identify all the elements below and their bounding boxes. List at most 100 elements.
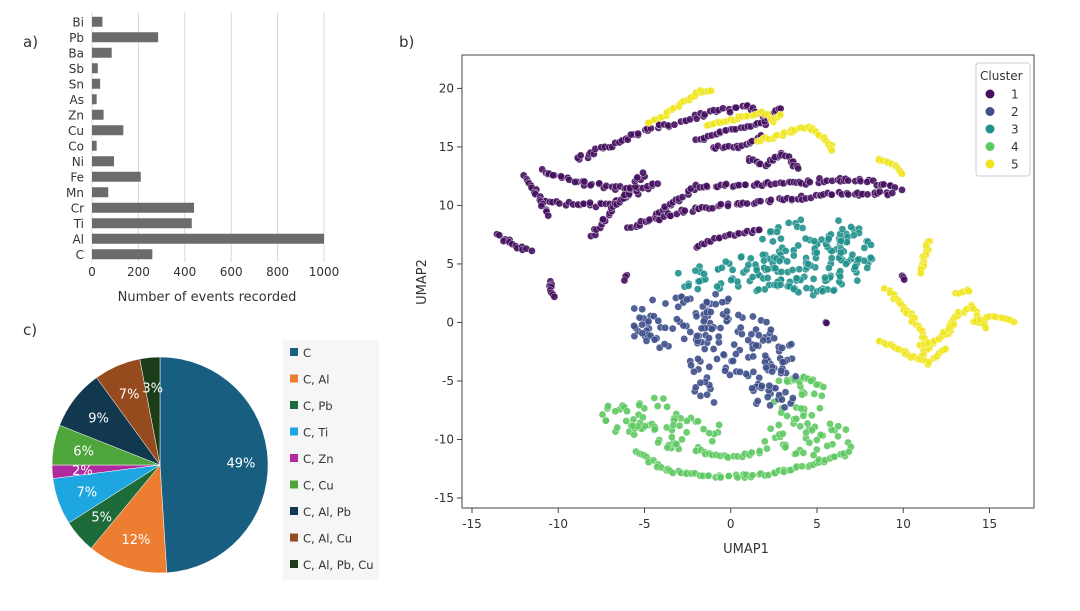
cluster-2-point — [700, 317, 708, 326]
cluster-1-point — [794, 164, 803, 173]
cluster-3-point — [748, 273, 757, 281]
scatter-legend: Cluster 1 2 3 4 5 — [975, 62, 1031, 177]
cluster-1-point — [806, 178, 814, 186]
cluster-2-point — [738, 330, 746, 338]
cluster-3-point — [790, 251, 798, 260]
cluster-4-point — [651, 425, 659, 433]
bar-x-axis-label: Number of events recorded — [118, 290, 297, 305]
cluster-3-point — [718, 263, 726, 272]
cluster-2-point — [654, 316, 663, 325]
cluster-4-point — [816, 431, 825, 439]
cluster-2-point — [710, 398, 718, 407]
pie-legend-label: C, Pb — [303, 399, 333, 413]
cluster-3-point — [825, 264, 833, 272]
cluster-1-point — [888, 189, 897, 197]
cluster-2-point — [721, 366, 729, 375]
cluster-2-point — [766, 401, 774, 410]
cluster-2-point — [650, 335, 659, 344]
cluster-2-point — [747, 330, 756, 339]
cluster-2-point — [729, 357, 737, 365]
bar-x-tick-label: 0 — [88, 265, 96, 279]
bar-ni — [92, 156, 115, 167]
bar-category-label: Ti — [73, 217, 84, 231]
cluster-4-point — [813, 436, 821, 444]
cluster-2-point — [697, 324, 706, 333]
cluster-4-point — [672, 440, 681, 448]
cluster-4-point — [635, 401, 644, 410]
cluster-1-point — [875, 187, 884, 196]
cluster-3-point — [854, 255, 863, 264]
cluster-2-point — [638, 320, 646, 329]
bar-sb — [92, 63, 98, 74]
scatter-x-tick-label: 5 — [813, 517, 821, 531]
bar-bi — [92, 16, 103, 27]
cluster-2-point — [778, 358, 787, 367]
bar-category-label: As — [70, 93, 84, 107]
cluster-4-point — [802, 428, 810, 437]
cluster-2-point — [702, 298, 711, 306]
cluster-4-point — [799, 412, 808, 420]
cluster-1-point — [756, 197, 765, 205]
bar-category-label: Al — [72, 232, 84, 246]
cluster-3-point — [754, 285, 763, 294]
cluster-3-point — [771, 264, 780, 273]
cluster-4-point — [604, 402, 612, 410]
cluster-1-point — [620, 276, 629, 285]
cluster-4-point — [809, 451, 818, 459]
cluster-3-point — [837, 248, 845, 257]
cluster-2-point — [693, 332, 701, 340]
cluster-1-point — [633, 173, 642, 182]
cluster-4-point — [724, 472, 733, 480]
cluster-3-point — [684, 281, 693, 290]
pie-legend-swatch — [290, 374, 298, 383]
cluster-2-point — [687, 361, 695, 370]
pie-legend-swatch — [290, 401, 298, 409]
cluster-1-point — [856, 177, 865, 185]
cluster-2-point — [791, 372, 800, 381]
pie-slice-2 — [90, 464, 168, 574]
legend-label-cluster-2: 2 — [1011, 105, 1019, 119]
cluster-3-point — [842, 260, 850, 268]
cluster-4-point — [834, 422, 843, 431]
cluster-2-point — [709, 345, 718, 353]
bar-category-label: Zn — [68, 108, 84, 122]
legend-title: Cluster — [980, 69, 1023, 83]
cluster-3-point — [788, 266, 797, 274]
cluster-1-point — [898, 186, 906, 194]
cluster-2-points — [630, 290, 800, 412]
cluster-2-point — [763, 393, 772, 401]
cluster-2-point — [696, 378, 705, 387]
cluster-2-point — [753, 397, 762, 405]
cluster-3-point — [798, 224, 807, 232]
cluster-1-point — [579, 199, 588, 208]
cluster-5-point — [898, 169, 906, 178]
cluster-2-point — [630, 321, 638, 330]
cluster-2-point — [713, 355, 721, 363]
cluster-1-point — [755, 225, 764, 234]
pie-value-label: 12% — [122, 533, 151, 548]
cluster-1-point — [701, 110, 709, 119]
cluster-2-point — [714, 332, 723, 341]
cluster-3-point — [827, 254, 836, 263]
cluster-1-point — [586, 198, 594, 207]
cluster-4-point — [716, 473, 725, 482]
cluster-1-point — [634, 129, 642, 138]
cluster-4-point — [792, 415, 801, 423]
cluster-5-point — [827, 146, 836, 155]
cluster-3-point — [674, 269, 683, 278]
cluster-3-point — [769, 237, 777, 246]
scatter-y-tick-label: -10 — [434, 432, 454, 446]
cluster-2-point — [749, 312, 757, 321]
cluster-3-point — [866, 253, 875, 262]
cluster-3-points — [674, 216, 876, 300]
cluster-2-point — [744, 336, 753, 344]
cluster-3-point — [781, 247, 790, 255]
cluster-3-point — [838, 225, 847, 233]
cluster-5-point — [1010, 318, 1018, 326]
cluster-2-point — [730, 340, 739, 349]
cluster-4-point — [602, 416, 610, 425]
cluster-2-point — [644, 317, 653, 326]
bar-x-tick-label: 200 — [127, 265, 150, 279]
cluster-1-point — [645, 215, 654, 224]
bar-category-label: Ni — [72, 155, 84, 169]
